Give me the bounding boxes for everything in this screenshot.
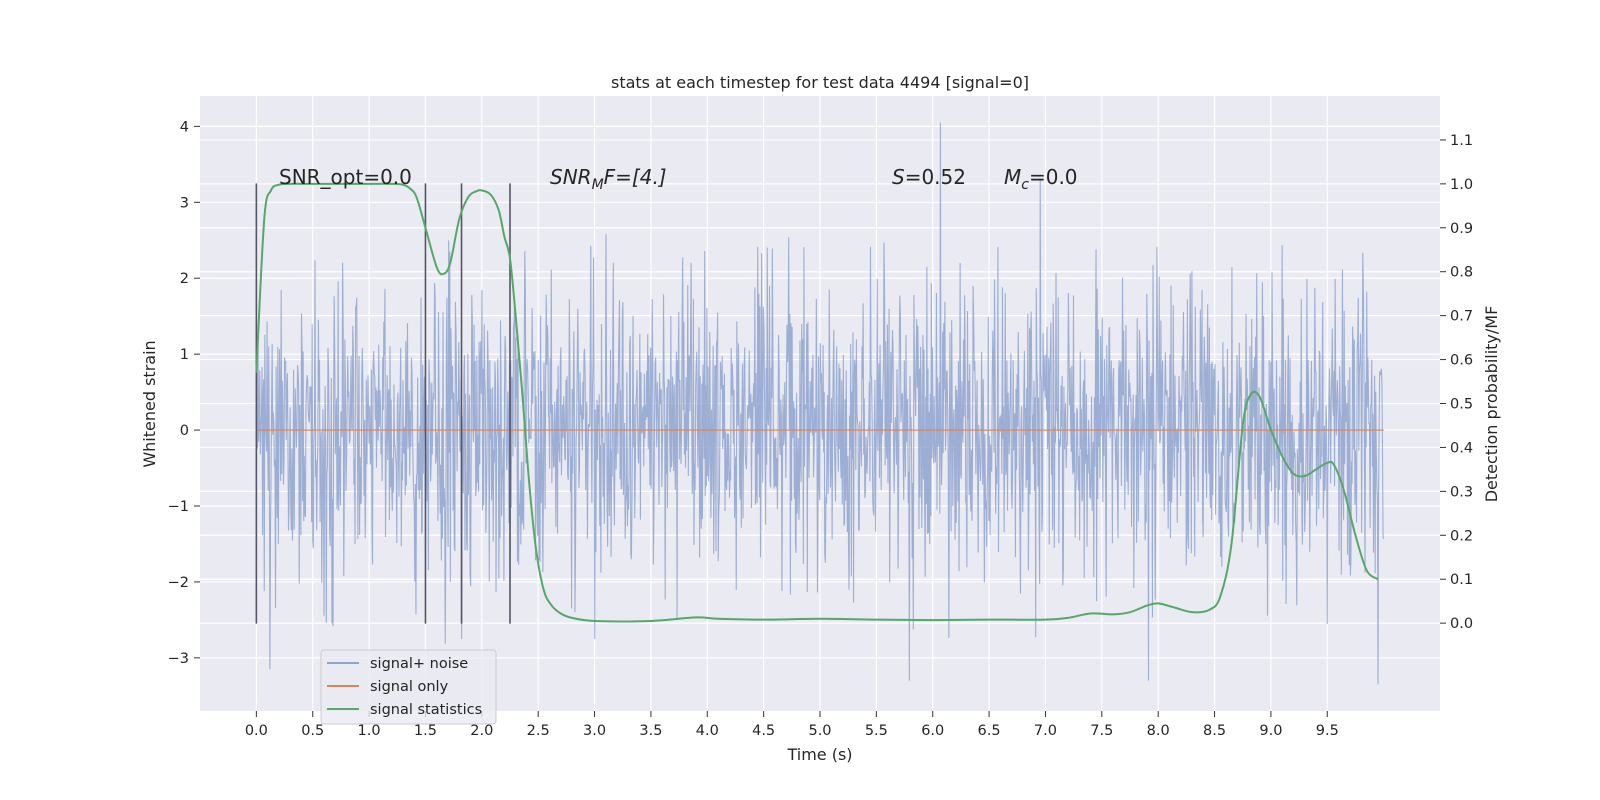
x-tick-label: 8.5 xyxy=(1203,723,1226,739)
snr-mf-rest: F=[4.] xyxy=(604,165,667,189)
x-tick-label: 6.0 xyxy=(921,723,944,739)
y-tick-label: 2 xyxy=(180,271,189,287)
s-value: =0.52 xyxy=(905,165,966,189)
x-tick-label: 9.5 xyxy=(1316,723,1339,739)
x-tick-label: 9.0 xyxy=(1259,723,1282,739)
x-tick-label: 2.0 xyxy=(470,723,493,739)
y2-tick-label: 0.3 xyxy=(1450,484,1473,500)
y2-tick-label: 0.8 xyxy=(1450,265,1473,281)
y2-axis-ticks: 0.0 0.1 0.2 0.3 0.4 0.5 0.6 0.7 0.8 0.9 1.0 1.1 xyxy=(1440,133,1473,632)
y2-tick-label: 1.1 xyxy=(1450,133,1473,149)
x-tick-label: 4.0 xyxy=(696,723,719,739)
mc-base: M xyxy=(1004,165,1021,189)
y-tick-label: −3 xyxy=(168,651,189,667)
y2-tick-label: 0.9 xyxy=(1450,221,1473,237)
x-tick-label: 4.5 xyxy=(752,723,775,739)
annotation-s: S=0.52 xyxy=(892,165,966,189)
y-tick-label: 0 xyxy=(180,423,189,439)
y-tick-label: −1 xyxy=(168,499,189,515)
x-tick-label: 6.5 xyxy=(978,723,1001,739)
x-axis-label: Time (s) xyxy=(786,745,852,764)
x-tick-label: 2.5 xyxy=(527,723,550,739)
x-tick-label: 0.5 xyxy=(301,723,324,739)
x-axis-ticks: 0.0 0.5 1.0 1.5 2.0 2.5 3.0 3.5 4.0 4.5 5.0 5.5 6.0 6… xyxy=(245,711,1339,739)
snr-mf-sub: M xyxy=(592,177,604,193)
x-tick-label: 1.0 xyxy=(358,723,381,739)
y-axis-label: Whitened strain xyxy=(140,340,159,467)
x-tick-label: 1.5 xyxy=(414,723,437,739)
legend-label-signal-noise: signal+ noise xyxy=(370,656,468,672)
mc-sub: c xyxy=(1021,177,1029,193)
legend-box xyxy=(320,649,497,725)
signal-statistics-series xyxy=(255,182,1379,623)
annotation-snr-opt: SNR_opt=0.0 xyxy=(279,165,412,189)
x-tick-label: 3.5 xyxy=(639,723,662,739)
signal-noise-series xyxy=(255,122,1385,685)
x-tick-label: 3.0 xyxy=(583,723,606,739)
signal-noise-line xyxy=(255,122,1385,685)
x-tick-label: 7.5 xyxy=(1090,723,1113,739)
y2-axis-label: Detection probability/MF xyxy=(1482,306,1501,503)
s-label: S xyxy=(892,165,905,189)
x-tick-label: 5.5 xyxy=(865,723,888,739)
y2-tick-label: 0.4 xyxy=(1450,440,1473,456)
y-tick-label: −2 xyxy=(168,575,189,591)
y2-tick-label: 0.2 xyxy=(1450,528,1473,544)
y2-tick-label: 0.7 xyxy=(1450,309,1473,325)
legend-label-signal-only: signal only xyxy=(370,679,449,695)
legend-label-signal-statistics: signal statistics xyxy=(370,702,482,718)
legend: signal+ noise signal only signal statist… xyxy=(320,649,497,725)
x-tick-label: 8.0 xyxy=(1147,723,1170,739)
y2-tick-label: 0.0 xyxy=(1450,616,1473,632)
y-tick-label: 1 xyxy=(180,347,189,363)
x-tick-label: 7.0 xyxy=(1034,723,1057,739)
chart-title: stats at each timestep for test data 449… xyxy=(611,73,1029,92)
x-tick-label: 5.0 xyxy=(808,723,831,739)
y-tick-label: 3 xyxy=(180,195,189,211)
x-tick-label: 0.0 xyxy=(245,723,268,739)
mc-value: =0.0 xyxy=(1029,165,1078,189)
snr-mf-base: SNR xyxy=(550,165,592,189)
annotation-snr-mf: SNRMF=[4.] xyxy=(550,165,667,193)
y2-tick-label: 0.5 xyxy=(1450,397,1473,413)
y-axis-ticks: −3 −2 −1 0 1 2 3 4 xyxy=(168,119,200,667)
y-tick-label: 4 xyxy=(180,119,189,135)
signal-statistics-line xyxy=(255,182,1379,623)
annotation-mc: Mc=0.0 xyxy=(1004,165,1078,193)
y2-tick-label: 0.1 xyxy=(1450,572,1473,588)
y2-tick-label: 0.6 xyxy=(1450,353,1473,369)
y2-tick-label: 1.0 xyxy=(1450,177,1473,193)
